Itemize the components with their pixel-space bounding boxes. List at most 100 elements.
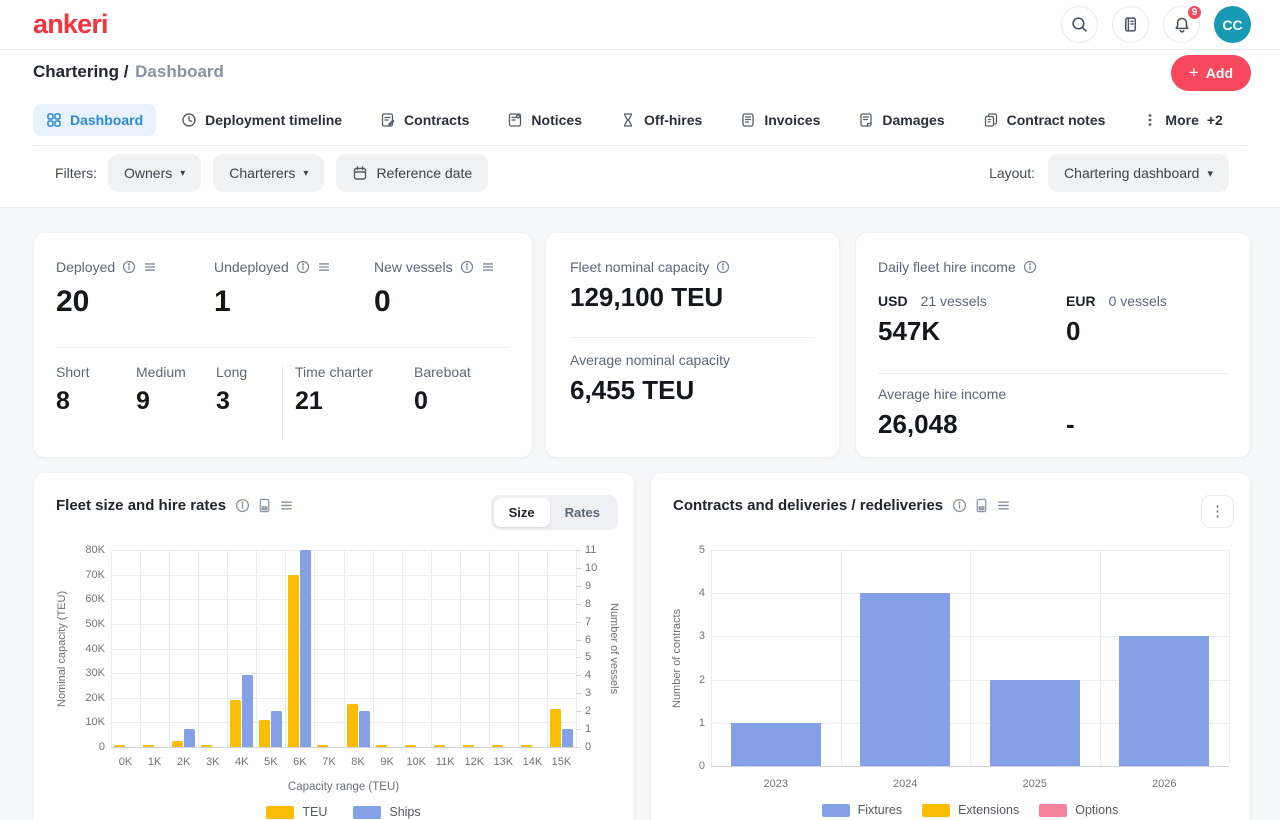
subheader: Chartering / Dashboard + Add Dashboard D… <box>0 50 1280 208</box>
list-icon[interactable] <box>481 260 495 274</box>
breadcrumb-section[interactable]: Chartering <box>33 62 119 81</box>
hire-income-title: Daily fleet hire income <box>878 259 1016 275</box>
stat-value: 9 <box>136 387 216 416</box>
x-axis-tick: 8K <box>344 756 373 768</box>
search-button[interactable] <box>1061 6 1098 43</box>
y-axis-tick: 40K <box>63 643 105 655</box>
stat-value: 26,048 <box>878 409 1066 440</box>
tab-contract-notes[interactable]: Contract notes <box>970 104 1119 136</box>
legend-label: Fixtures <box>858 803 902 817</box>
tab-contracts[interactable]: Contracts <box>367 104 482 136</box>
list-icon[interactable] <box>143 260 157 274</box>
notifications-button[interactable]: 9 <box>1163 6 1200 43</box>
owners-filter[interactable]: Owners ▾ <box>108 154 201 192</box>
list-icon[interactable] <box>996 498 1011 513</box>
layout-select[interactable]: Chartering dashboard ▾ <box>1048 154 1229 192</box>
tab-deployment-timeline[interactable]: Deployment timeline <box>168 104 355 136</box>
more-tab-count: +2 <box>1207 112 1223 128</box>
contracts-chart-card: Contracts and deliveries / redeliveries … <box>650 472 1251 820</box>
bar-teu <box>376 745 387 747</box>
x-axis-tick: 15K <box>547 756 576 768</box>
list-icon[interactable] <box>279 498 294 513</box>
y2-axis-tick: 7 <box>585 616 591 628</box>
contracts-chart-title: Contracts and deliveries / redeliveries <box>673 497 943 514</box>
legend-swatch <box>1039 804 1067 817</box>
tab-damages[interactable]: Damages <box>845 104 957 136</box>
bar-teu <box>521 745 532 747</box>
gridline <box>111 550 112 747</box>
tab-more[interactable]: More +2 <box>1130 104 1235 136</box>
y2-axis-tick: 3 <box>585 687 591 699</box>
legend-label: Extensions <box>958 803 1019 817</box>
gridline <box>256 550 257 747</box>
tick-mark <box>576 747 581 748</box>
stat-value: - <box>1066 409 1075 440</box>
tab-invoices[interactable]: Invoices <box>727 104 833 136</box>
gridline <box>711 766 1229 767</box>
chevron-down-icon: ▾ <box>303 168 308 179</box>
tab-notices[interactable]: Notices <box>494 104 595 136</box>
gridline <box>373 550 374 747</box>
tick-mark <box>576 657 581 658</box>
stat-value: 0 <box>374 285 510 319</box>
stat-time-charter: Time charter 21 <box>295 364 414 440</box>
export-file-icon[interactable] <box>974 498 989 513</box>
knowledge-base-button[interactable] <box>1112 6 1149 43</box>
bar-ships <box>184 729 195 747</box>
breadcrumb: Chartering / Dashboard <box>33 62 224 82</box>
tab-label: Invoices <box>764 112 820 128</box>
hourglass-icon <box>620 112 636 128</box>
legend-item: TEU <box>266 805 327 819</box>
hire-currencies: USD21 vessels 547K EUR0 vessels 0 <box>878 293 1228 347</box>
stat-value: 0 <box>414 387 471 416</box>
gridline <box>711 550 1229 551</box>
y-axis-tick: 4 <box>685 587 705 599</box>
reference-date-filter[interactable]: Reference date <box>336 154 488 192</box>
info-icon[interactable] <box>235 498 250 513</box>
info-icon[interactable] <box>952 498 967 513</box>
info-icon[interactable] <box>716 260 730 274</box>
tab-dashboard[interactable]: Dashboard <box>33 104 156 136</box>
bar-teu <box>114 745 125 747</box>
fleet-chart-card: Fleet size and hire rates Size Rates 010… <box>33 472 635 820</box>
stat-label: Average hire income <box>878 386 1066 402</box>
filters-label: Filters: <box>55 165 97 181</box>
chart-menu-button[interactable]: ⋮ <box>1201 495 1234 528</box>
x-axis-tick: 5K <box>256 756 285 768</box>
grid-icon <box>46 112 62 128</box>
y-axis-title: Number of contracts <box>671 550 683 766</box>
breadcrumb-page: Dashboard <box>135 62 224 81</box>
info-icon[interactable] <box>1023 260 1037 274</box>
export-file-icon[interactable] <box>257 498 272 513</box>
charterers-filter[interactable]: Charterers ▾ <box>213 154 324 192</box>
toggle-size[interactable]: Size <box>494 498 550 527</box>
hire-income-card: Daily fleet hire income USD21 vessels 54… <box>855 232 1251 458</box>
tab-off-hires[interactable]: Off-hires <box>607 104 715 136</box>
list-icon[interactable] <box>317 260 331 274</box>
contracts-chart-legend: Fixtures Extensions Options <box>711 803 1229 817</box>
calendar-icon <box>352 165 368 181</box>
y2-axis-title: Number of vessels <box>608 550 620 747</box>
avatar[interactable]: CC <box>1214 6 1251 43</box>
stat-label: Time charter <box>295 364 414 380</box>
x-axis-tick: 3K <box>198 756 227 768</box>
y-axis-tick: 0 <box>63 741 105 753</box>
toggle-rates[interactable]: Rates <box>550 498 615 527</box>
tab-label: Dashboard <box>70 112 143 128</box>
info-icon[interactable] <box>122 260 136 274</box>
info-icon[interactable] <box>460 260 474 274</box>
bar-teu <box>259 720 270 747</box>
legend-label: Options <box>1075 803 1118 817</box>
stat-value: 21 <box>295 387 414 416</box>
gridline <box>198 550 199 747</box>
tab-label: Off-hires <box>644 112 702 128</box>
y2-axis-tick: 6 <box>585 634 591 646</box>
tick-mark <box>576 622 581 623</box>
x-axis-tick: 4K <box>227 756 256 768</box>
add-button[interactable]: + Add <box>1171 55 1251 91</box>
gridline <box>431 550 432 747</box>
info-icon[interactable] <box>296 260 310 274</box>
x-axis-tick: 9K <box>373 756 402 768</box>
stat-value: 0 <box>1066 316 1228 347</box>
reference-date-label: Reference date <box>376 165 472 181</box>
